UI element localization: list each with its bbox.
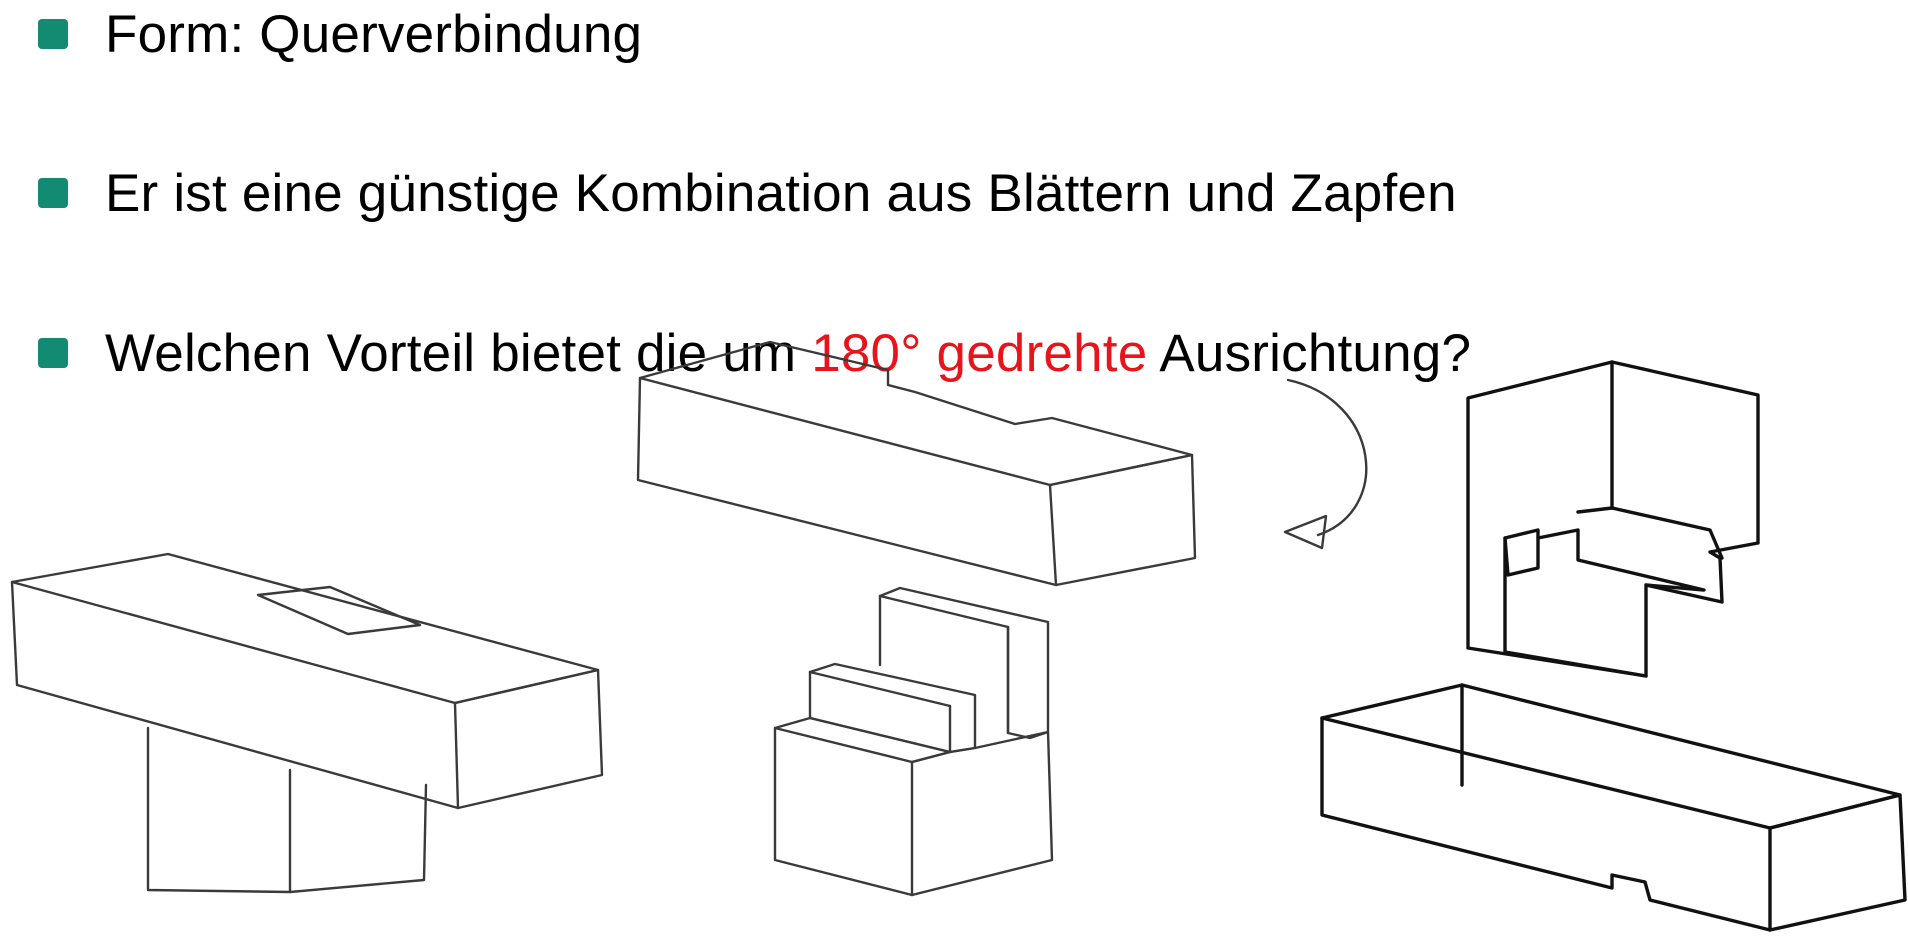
beam2-end-face bbox=[1048, 453, 1197, 587]
bullet-marker-icon bbox=[38, 19, 68, 49]
rotated-beam-front-face bbox=[1320, 716, 1772, 932]
bullet-marker-icon bbox=[38, 178, 68, 208]
beam2-front-face bbox=[636, 376, 1058, 587]
rotated-beam-end-face bbox=[1768, 793, 1907, 932]
post2-lower-front bbox=[773, 726, 914, 897]
post2-mid-step-edge bbox=[808, 670, 952, 708]
post2-lower-side bbox=[910, 730, 1054, 897]
bullet-item-combination: Er ist eine günstige Kombination aus Blä… bbox=[34, 153, 1634, 233]
rotated-joint-drawing bbox=[1320, 360, 1907, 932]
question-text-before: Welchen Vorteil bietet die um bbox=[105, 323, 812, 383]
rotated-post-inner bbox=[1503, 536, 1648, 678]
beam-front-face bbox=[10, 580, 460, 810]
exploded-post-drawing bbox=[773, 586, 1054, 897]
exploded-beam-drawing bbox=[636, 340, 1197, 587]
question-highlight: 180° gedrehte bbox=[811, 323, 1148, 383]
bullet-text-combination: Er ist eine günstige Kombination aus Blä… bbox=[105, 163, 1457, 223]
question-text-after: Ausrichtung? bbox=[1147, 323, 1472, 383]
rotated-post-slot bbox=[1503, 528, 1540, 577]
bullet-text-form: Form: Querverbindung bbox=[105, 4, 643, 64]
bullet-item-question: Welchen Vorteil bietet die um 180° gedre… bbox=[34, 313, 1634, 393]
post2-tall-block bbox=[878, 586, 1050, 740]
post2-lower-top bbox=[773, 716, 952, 764]
bullet-text-question: Welchen Vorteil bietet die um 180° gedre… bbox=[105, 323, 1471, 384]
bullet-item-form: Form: Querverbindung bbox=[34, 0, 1634, 74]
beam2-top-face bbox=[638, 340, 1194, 487]
bullet-list: Form: Querverbindung Er ist eine günstig… bbox=[34, 0, 1634, 383]
post-outline bbox=[146, 726, 428, 894]
assembled-joint-drawing bbox=[10, 552, 604, 894]
rotated-beam-top-face bbox=[1320, 683, 1902, 830]
beam-top-face bbox=[10, 552, 600, 705]
rotate-clockwise-arrow-icon bbox=[1283, 378, 1368, 550]
beam-end-face bbox=[453, 668, 604, 810]
rotated-post-step-top bbox=[1576, 506, 1724, 560]
rotated-post-step-lower bbox=[1536, 528, 1706, 592]
tenon-top-rect bbox=[256, 585, 422, 636]
bullet-marker-icon bbox=[38, 338, 68, 368]
